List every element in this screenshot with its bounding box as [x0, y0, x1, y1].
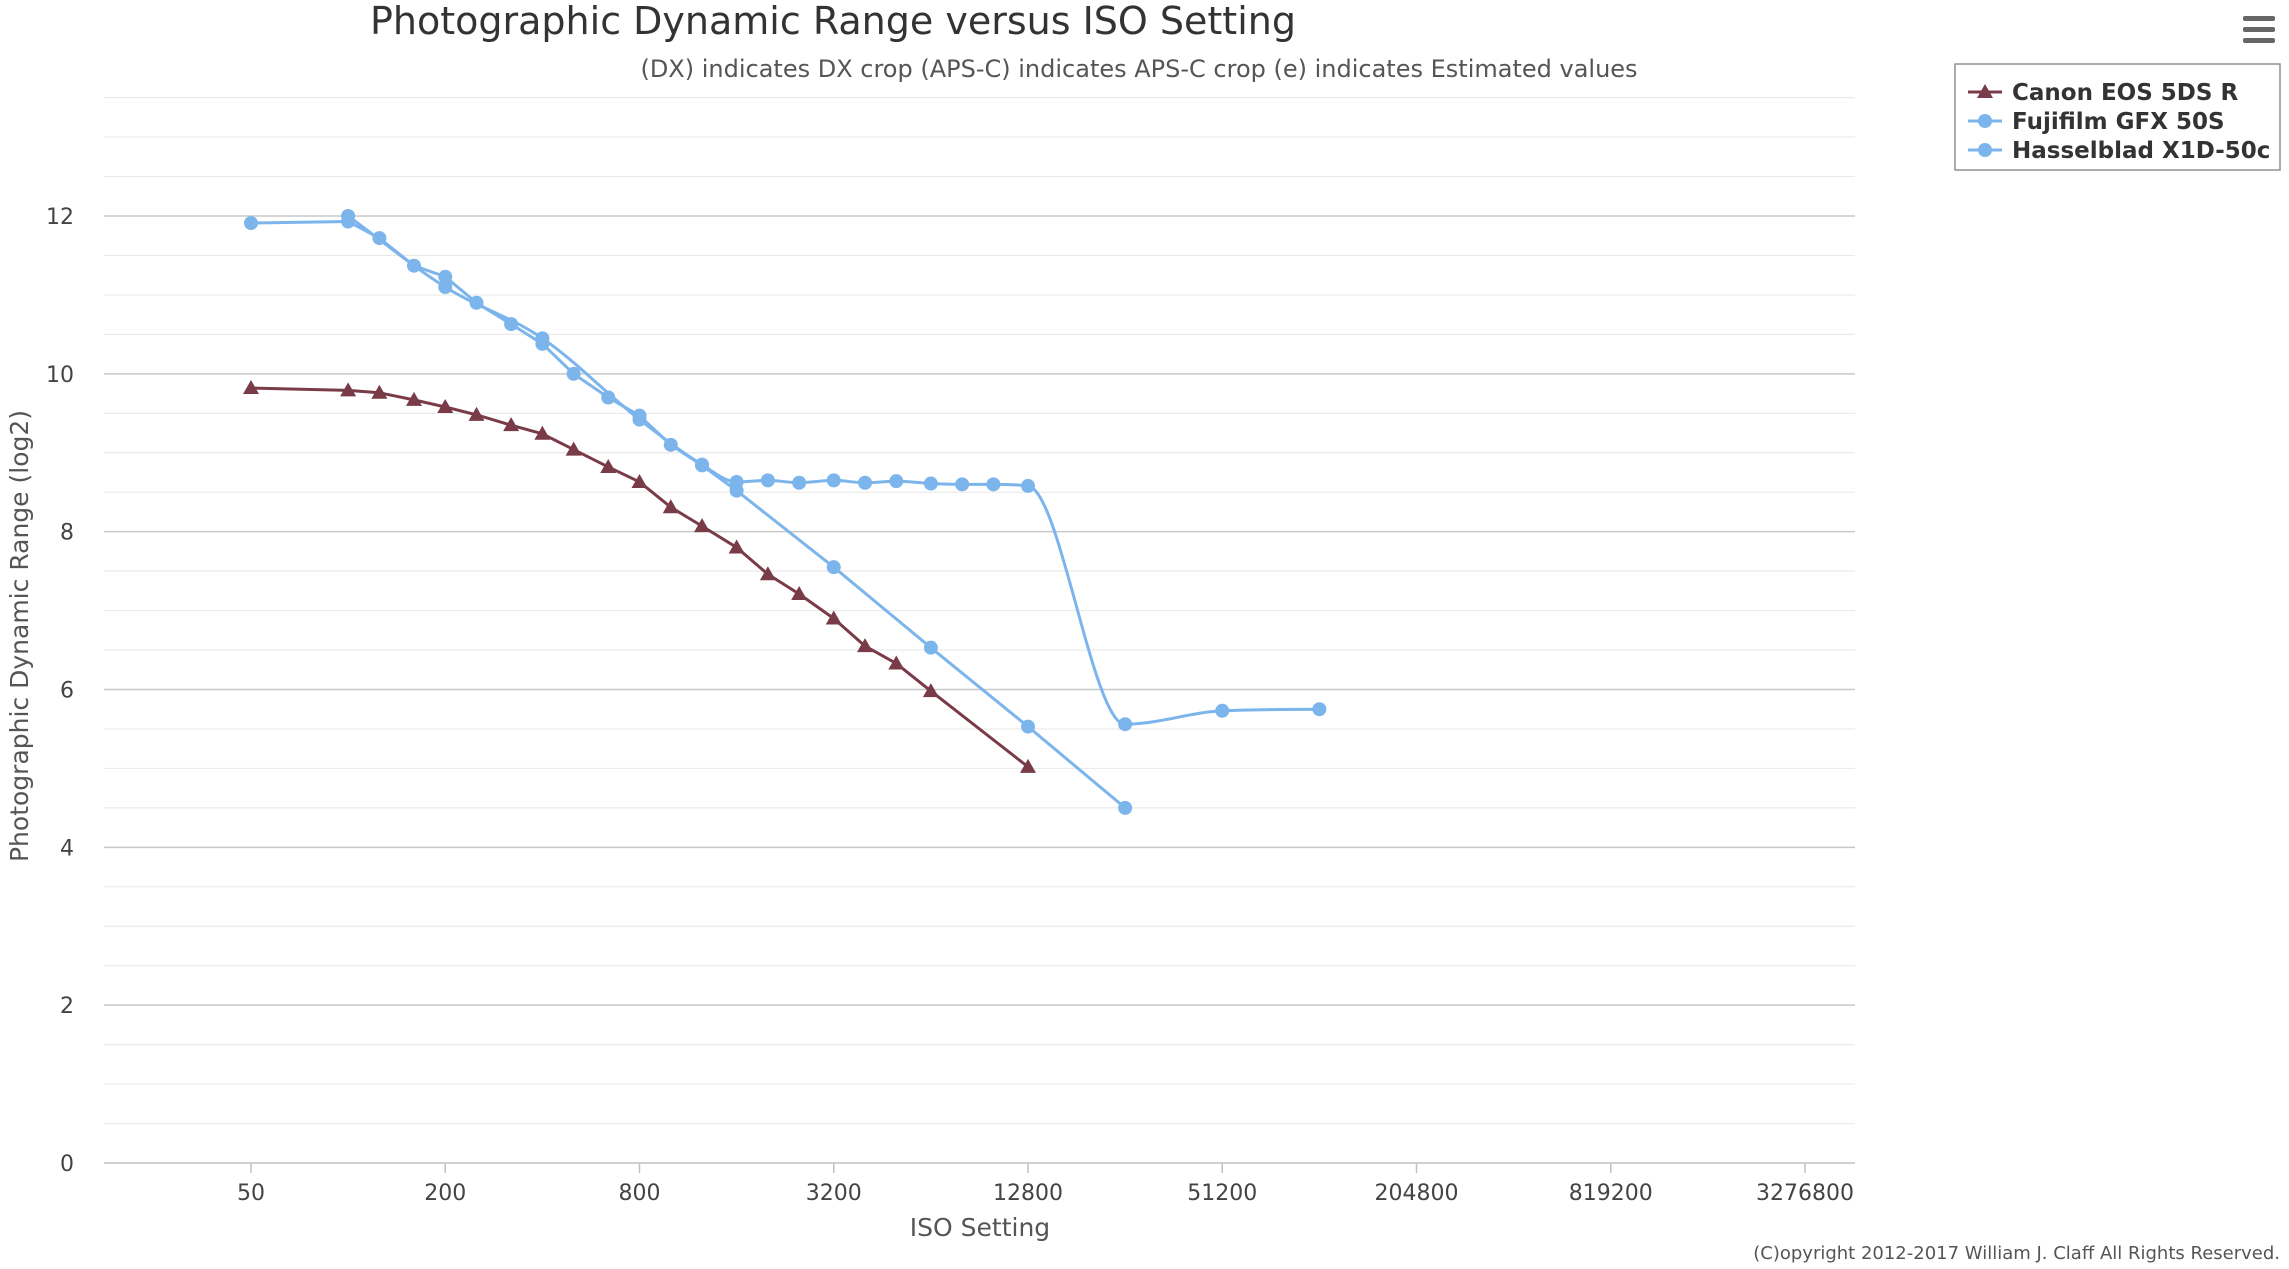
series-1	[244, 214, 1133, 815]
data-point	[341, 209, 356, 223]
data-point	[986, 477, 1001, 492]
x-tick-label: 51200	[1187, 1181, 1257, 1206]
data-point	[565, 441, 582, 456]
series-0	[243, 380, 1036, 773]
data-point	[243, 380, 259, 395]
series-lines	[243, 209, 1327, 815]
series-line	[250, 220, 1127, 810]
y-tick-label: 6	[60, 679, 74, 704]
data-point	[825, 610, 842, 625]
data-point	[791, 586, 808, 601]
data-point	[1118, 717, 1133, 732]
chart-subtitle: (DX) indicates DX crop (APS-C) indicates…	[640, 55, 1637, 83]
data-point	[244, 216, 258, 231]
data-point	[405, 391, 422, 406]
data-point	[826, 560, 841, 575]
y-tick-label: 12	[46, 205, 74, 230]
data-point	[535, 331, 550, 346]
data-point	[631, 473, 648, 488]
data-point	[632, 412, 647, 427]
data-point	[888, 655, 905, 670]
data-point	[759, 566, 776, 581]
data-point	[438, 269, 453, 284]
chart-title: Photographic Dynamic Range versus ISO Se…	[370, 0, 1296, 43]
legend-items: Canon EOS 5DS R Fujifilm GFX 50S Hasselbla…	[1968, 80, 2270, 164]
data-point	[1215, 703, 1230, 718]
legend-item[interactable]: Canon EOS 5DS R	[1968, 80, 2238, 106]
axes	[104, 1162, 1855, 1173]
x-tick-label: 3200	[806, 1181, 862, 1206]
series-line	[347, 214, 1320, 726]
data-point	[694, 518, 711, 533]
data-point	[438, 280, 453, 295]
legend-marker	[1977, 84, 1993, 98]
y-tick-label: 10	[46, 363, 74, 388]
legend-item[interactable]: Fujifilm GFX 50S	[1968, 109, 2225, 135]
data-point	[503, 417, 520, 432]
data-point	[695, 457, 710, 472]
data-point	[1020, 758, 1036, 773]
y-tick-label: 8	[60, 521, 74, 546]
y-tick-label: 4	[60, 836, 74, 861]
data-point	[340, 382, 357, 397]
data-point	[662, 499, 679, 514]
series-2	[341, 209, 1327, 732]
data-point	[600, 458, 617, 473]
legend-box	[1954, 63, 2281, 171]
x-tick-label: 3276800	[1756, 1181, 1854, 1206]
x-axis-title: ISO Setting	[910, 1213, 1050, 1242]
legend-label: Hasselblad X1D-50c	[2012, 138, 2270, 164]
legend-label: Fujifilm GFX 50S	[2012, 109, 2225, 135]
data-point	[792, 475, 807, 490]
data-point	[601, 390, 616, 405]
data-point	[760, 473, 775, 488]
data-point	[923, 476, 938, 491]
x-tick-label: 200	[424, 1181, 466, 1206]
legend: Canon EOS 5DS R Fujifilm GFX 50S Hasselbla…	[1954, 63, 2281, 171]
legend-marker	[1978, 143, 1992, 157]
data-point	[955, 477, 970, 492]
x-tick-label: 12800	[993, 1181, 1063, 1206]
data-point	[371, 384, 388, 399]
data-point	[728, 539, 745, 554]
data-point	[534, 425, 551, 440]
x-tick-label: 800	[619, 1181, 661, 1206]
data-point	[922, 683, 939, 698]
data-point	[1021, 719, 1035, 734]
x-tick-label: 819200	[1569, 1181, 1653, 1206]
legend-marker	[1978, 114, 1992, 128]
data-point	[566, 366, 581, 381]
credits-text[interactable]: (C)opyright 2012-2017 William J. Claff A…	[1753, 1243, 2280, 1264]
data-point	[1312, 702, 1327, 717]
x-tick-label: 50	[237, 1181, 265, 1206]
series-line	[250, 386, 1029, 769]
data-point	[437, 398, 454, 413]
x-tick-labels: 50 200 800 3200 12800 51200 204800 819200 327680…	[237, 1181, 1854, 1206]
grid-lines	[104, 97, 1855, 1125]
y-tick-label: 2	[60, 994, 74, 1019]
y-axis-title: Photographic Dynamic Range (log2)	[5, 410, 34, 862]
data-point	[858, 475, 873, 490]
legend-item[interactable]: Hasselblad X1D-50c	[1968, 138, 2270, 164]
data-point	[1021, 478, 1035, 493]
hamburger-menu-icon[interactable]	[2240, 12, 2278, 46]
data-point	[889, 474, 904, 489]
data-point	[468, 406, 485, 421]
data-point	[923, 640, 938, 655]
data-point	[826, 473, 841, 488]
data-point	[857, 638, 874, 653]
data-point	[729, 474, 744, 489]
y-tick-labels: 0 2 4 6 8 10 12	[46, 205, 74, 1177]
y-tick-label: 0	[60, 1152, 74, 1177]
x-tick-label: 204800	[1375, 1181, 1459, 1206]
data-point	[1118, 800, 1133, 815]
legend-label: Canon EOS 5DS R	[2012, 80, 2238, 106]
